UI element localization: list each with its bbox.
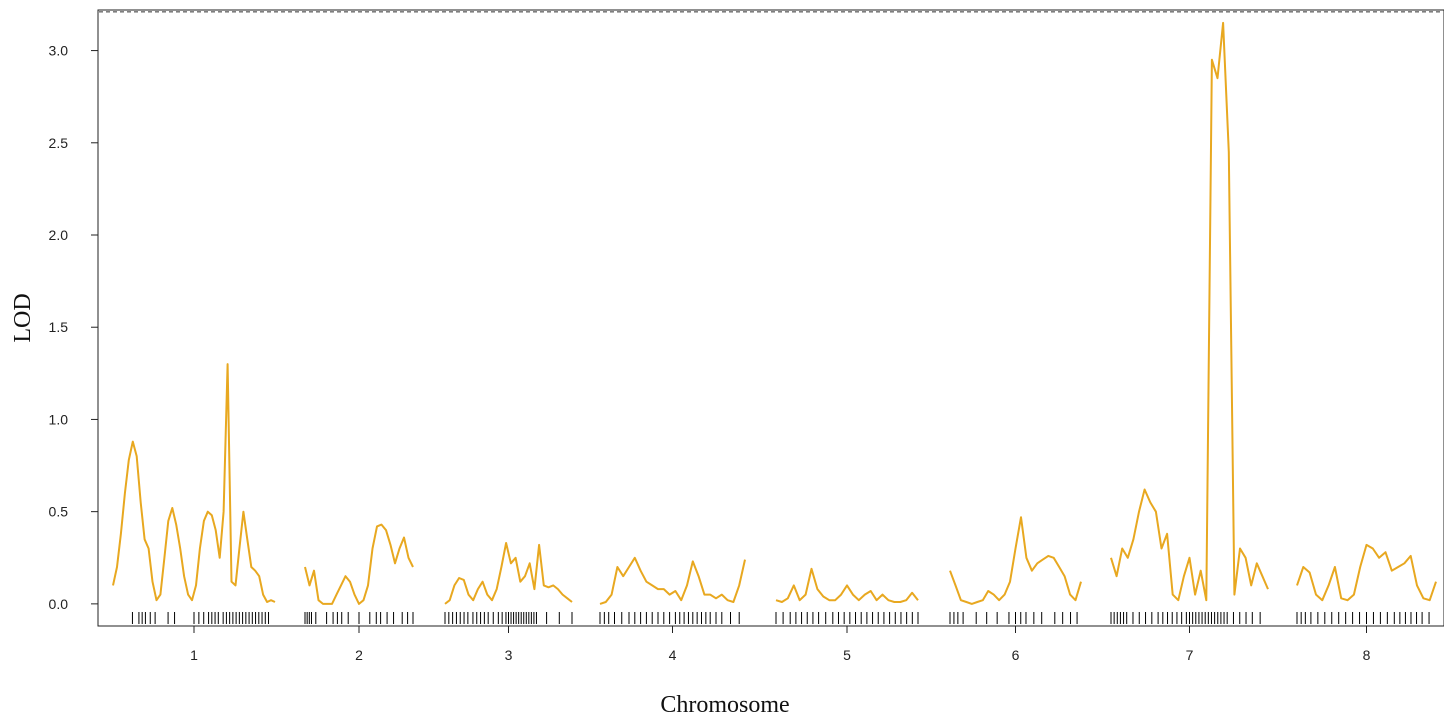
lod-line-chr-1 bbox=[112, 363, 276, 603]
x-tick-label-chr-6: 6 bbox=[1012, 647, 1020, 663]
x-tick-label-chr-1: 1 bbox=[190, 647, 198, 663]
y-tick-label: 1.0 bbox=[49, 411, 69, 427]
y-tick-label: 3.0 bbox=[49, 43, 69, 59]
lod-line-chr-8 bbox=[1296, 543, 1437, 602]
marker-rug-group bbox=[131, 612, 1430, 624]
lod-series-group bbox=[112, 21, 1437, 605]
y-tick-label: 2.5 bbox=[49, 135, 69, 151]
y-tick-label: 0.5 bbox=[49, 504, 69, 520]
lod-line-chr-4 bbox=[599, 556, 746, 605]
x-tick-label-chr-5: 5 bbox=[843, 647, 851, 663]
x-axis: 1 2 3 4 5 6 7 8 bbox=[190, 626, 1371, 663]
lod-line-chr-6 bbox=[949, 516, 1082, 605]
y-axis: 0.0 0.5 1.0 1.5 2.0 2.5 3.0 bbox=[49, 43, 98, 612]
x-tick-label-chr-8: 8 bbox=[1363, 647, 1371, 663]
plot-frame bbox=[97, 9, 1444, 627]
x-tick-label-chr-7: 7 bbox=[1186, 647, 1194, 663]
lod-line-chr-3 bbox=[444, 542, 573, 605]
y-tick-label: 2.0 bbox=[49, 227, 69, 243]
y-tick-label: 1.5 bbox=[49, 319, 69, 335]
x-tick-label-chr-4: 4 bbox=[669, 647, 677, 663]
lod-line-chr-7 bbox=[1110, 21, 1269, 602]
x-tick-label-chr-3: 3 bbox=[505, 647, 513, 663]
y-tick-label: 0.0 bbox=[49, 596, 69, 612]
lod-line-chr-2 bbox=[304, 523, 414, 605]
x-tick-label-chr-2: 2 bbox=[355, 647, 363, 663]
y-axis-title: LOD bbox=[10, 293, 36, 342]
x-axis-title: Chromosome bbox=[660, 692, 789, 715]
lod-line-chr-5 bbox=[775, 567, 919, 603]
